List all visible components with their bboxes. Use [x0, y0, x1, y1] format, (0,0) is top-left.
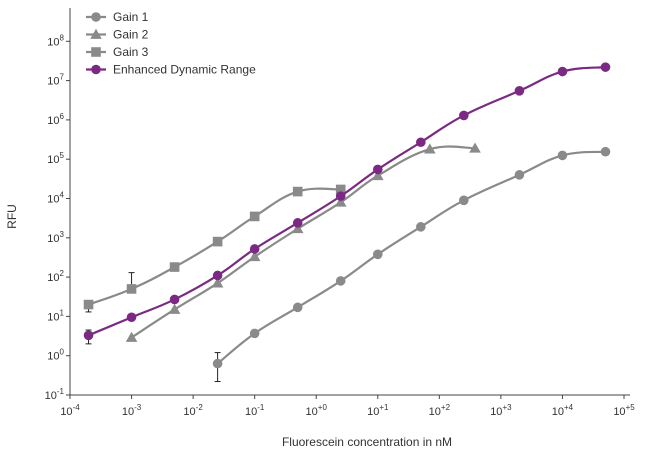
- legend-label: Gain 1: [113, 10, 149, 24]
- y-tick-label: 104: [47, 191, 64, 206]
- data-point-enhanced-dynamic-range: [459, 110, 469, 121]
- data-point-enhanced-dynamic-range: [372, 164, 383, 175]
- series-line-gain-2: [130, 145, 476, 339]
- data-point-gain-1: [514, 170, 525, 180]
- legend-item-gain-2: Gain 2: [86, 28, 149, 42]
- x-tick-label: 10+0: [306, 403, 328, 418]
- data-point-enhanced-dynamic-range: [249, 244, 260, 254]
- x-tick-label: 10-4: [60, 403, 80, 418]
- data-point-gain-1: [372, 249, 383, 260]
- data-point-gain-2: [125, 331, 138, 342]
- x-tick-label: 10+2: [429, 403, 451, 418]
- series-gain-3: [83, 184, 346, 313]
- y-tick-label: 107: [47, 73, 64, 88]
- data-point-gain-2: [423, 143, 436, 154]
- x-axis-title: Fluorescein concentration in nM: [282, 435, 452, 449]
- data-point-gain-3: [169, 262, 180, 272]
- data-point-gain-3: [249, 211, 260, 222]
- x-tick-label: 10+5: [613, 403, 635, 418]
- legend-marker-gain-3: [91, 47, 101, 57]
- y-tick-label: 103: [47, 230, 64, 245]
- y-tick-label: 100: [47, 348, 64, 363]
- series-enhanced-dynamic-range: [83, 62, 611, 345]
- data-point-gain-1: [249, 328, 260, 339]
- series-gain-2: [125, 142, 481, 342]
- data-point-gain-2: [371, 169, 384, 181]
- data-point-gain-1: [557, 150, 568, 161]
- x-ticks: 10-4 10-3 10-2 10-1 10+0 10+1 10+2 10+3 10+4 10+5: [60, 395, 635, 418]
- data-point-gain-1: [212, 358, 223, 369]
- data-point-gain-3: [83, 299, 94, 310]
- x-tick-label: 10+4: [552, 403, 574, 418]
- y-tick-label: 10-1: [45, 387, 65, 402]
- data-point-gain-1: [292, 302, 303, 313]
- data-point-gain-2: [469, 142, 481, 153]
- data-point-gain-2: [211, 277, 224, 288]
- legend: Gain 1 Gain 2 Gain 3 Enhanced Dynamic Range: [86, 10, 256, 77]
- legend-label: Gain 3: [113, 45, 149, 59]
- data-point-enhanced-dynamic-range: [335, 191, 346, 201]
- data-point-enhanced-dynamic-range: [83, 330, 94, 341]
- data-point-gain-1: [335, 276, 346, 286]
- data-point-gain-1: [416, 222, 426, 232]
- data-point-enhanced-dynamic-range: [212, 270, 223, 281]
- series-gain-1: [212, 146, 611, 383]
- x-tick-label: 10-3: [122, 403, 142, 418]
- x-tick-label: 10-1: [245, 403, 265, 418]
- data-point-gain-1: [459, 195, 469, 206]
- series-line-gain-1: [216, 150, 606, 365]
- y-tick-label: 105: [47, 151, 64, 166]
- data-point-enhanced-dynamic-range: [292, 218, 303, 228]
- legend-item-gain-3: Gain 3: [86, 45, 149, 59]
- data-point-gain-2: [291, 222, 304, 234]
- data-point-gain-3: [126, 284, 137, 294]
- y-axis-title: RFU: [5, 204, 19, 229]
- legend-label: Enhanced Dynamic Range: [113, 63, 256, 77]
- data-point-gain-3: [292, 186, 303, 197]
- x-tick-label: 10+3: [490, 403, 512, 418]
- legend-label: Gain 2: [113, 28, 149, 42]
- x-tick-label: 10-2: [183, 403, 203, 418]
- axes: [69, 8, 630, 396]
- data-point-gain-1: [600, 146, 611, 157]
- data-point-enhanced-dynamic-range: [557, 66, 568, 77]
- y-tick-label: 106: [47, 112, 64, 127]
- data-point-enhanced-dynamic-range: [416, 137, 426, 148]
- data-point-enhanced-dynamic-range: [600, 62, 611, 72]
- data-point-enhanced-dynamic-range: [514, 86, 525, 96]
- y-ticks: 10-1 100 101 102 103 104 105 106 107 108: [45, 33, 70, 402]
- data-point-gain-3: [212, 236, 223, 247]
- series-line-enhanced-dynamic-range: [88, 66, 606, 337]
- data-point-gain-2: [248, 250, 261, 262]
- legend-item-enhanced-dynamic-range: Enhanced Dynamic Range: [86, 63, 256, 77]
- data-point-enhanced-dynamic-range: [126, 312, 137, 323]
- legend-marker-enhanced-dynamic-range: [91, 64, 101, 75]
- x-tick-label: 10+1: [367, 403, 389, 418]
- legend-marker-gain-1: [91, 12, 101, 22]
- data-point-gain-3: [335, 184, 346, 195]
- data-point-enhanced-dynamic-range: [169, 294, 180, 305]
- legend-item-gain-1: Gain 1: [86, 10, 149, 24]
- series-layer: [83, 62, 611, 383]
- y-tick-label: 101: [47, 308, 64, 323]
- y-tick-label: 102: [47, 269, 64, 284]
- data-point-gain-2: [334, 196, 347, 207]
- y-tick-label: 108: [47, 33, 64, 48]
- data-point-gain-2: [168, 303, 181, 314]
- legend-marker-gain-2: [90, 28, 102, 39]
